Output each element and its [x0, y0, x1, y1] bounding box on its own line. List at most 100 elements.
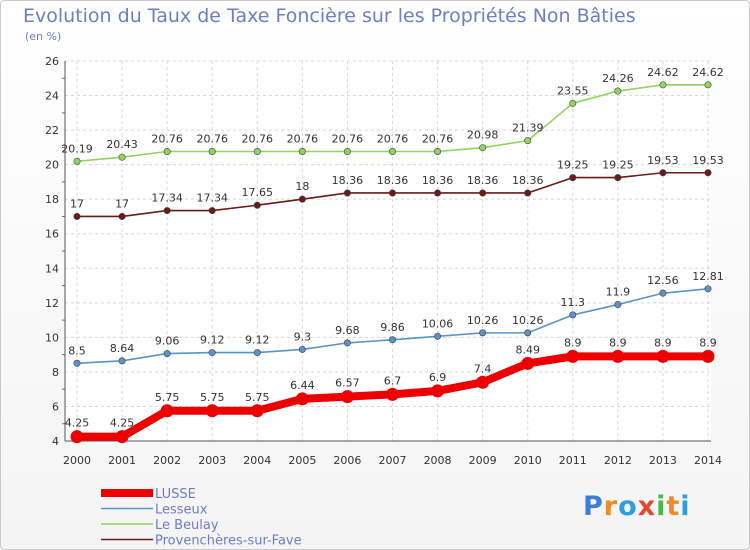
data-point — [701, 349, 715, 363]
x-tick-label: 2014 — [694, 454, 722, 467]
data-point — [295, 392, 309, 406]
y-tick-label: 16 — [45, 228, 59, 241]
data-point — [118, 212, 126, 220]
y-tick-label: 18 — [45, 193, 59, 206]
y-tick-label: 20 — [45, 159, 59, 172]
data-point — [479, 144, 487, 152]
data-label: 6.7 — [384, 374, 402, 387]
x-tick-label: 2007 — [379, 454, 407, 467]
x-tick-label: 2012 — [604, 454, 632, 467]
data-label: 24.62 — [692, 66, 724, 79]
data-point — [343, 148, 351, 156]
data-point — [163, 148, 171, 156]
data-point — [160, 404, 174, 418]
data-label: 19.53 — [647, 154, 679, 167]
x-tick-label: 2009 — [469, 454, 497, 467]
data-label: 10.26 — [467, 314, 499, 327]
data-label: 20.98 — [467, 129, 499, 142]
data-point — [569, 174, 577, 182]
data-label: 23.55 — [557, 84, 589, 97]
data-point — [704, 81, 712, 89]
data-label: 19.25 — [557, 159, 589, 172]
x-tick-label: 2001 — [108, 454, 136, 467]
data-label: 20.76 — [196, 133, 228, 146]
y-tick-label: 4 — [52, 435, 59, 448]
data-label: 12.81 — [692, 270, 724, 283]
data-label: 20.76 — [332, 133, 364, 146]
data-point — [205, 404, 219, 418]
data-label: 18.36 — [377, 174, 409, 187]
data-point — [298, 148, 306, 156]
plot-area — [65, 61, 711, 441]
data-point — [253, 201, 261, 209]
chart-title: Evolution du Taux de Taxe Foncière sur l… — [23, 5, 636, 27]
data-label: 9.06 — [155, 335, 180, 348]
data-point — [431, 384, 445, 398]
data-label: 20.76 — [377, 133, 409, 146]
data-label: 12.56 — [647, 274, 679, 287]
data-label: 17.34 — [151, 192, 183, 205]
data-point — [115, 430, 129, 444]
data-point — [118, 153, 126, 161]
legend-label: Provenchères-sur-Fave — [155, 534, 302, 549]
data-label: 8.5 — [68, 344, 86, 357]
data-label: 7.4 — [474, 362, 492, 375]
data-label: 18.36 — [332, 174, 364, 187]
data-label: 6.57 — [335, 377, 360, 390]
y-tick-label: 10 — [45, 331, 59, 344]
data-point — [479, 189, 487, 197]
data-label: 20.43 — [106, 138, 138, 151]
data-label: 9.68 — [335, 324, 360, 337]
x-tick-label: 2003 — [198, 454, 226, 467]
data-label: 18.36 — [422, 174, 454, 187]
data-label: 5.75 — [155, 391, 180, 404]
data-label: 8.49 — [515, 343, 540, 356]
y-tick-label: 26 — [45, 55, 59, 68]
data-label: 11.9 — [606, 286, 631, 299]
data-label: 20.76 — [422, 133, 454, 146]
data-label: 20.76 — [287, 133, 319, 146]
data-point — [569, 311, 577, 319]
data-point — [704, 285, 712, 293]
data-point — [343, 189, 351, 197]
data-point — [388, 336, 396, 344]
data-point — [524, 189, 532, 197]
data-point — [659, 169, 667, 177]
data-label: 4.25 — [65, 417, 90, 430]
data-label: 19.53 — [692, 154, 724, 167]
data-label: 6.9 — [429, 371, 447, 384]
x-tick-label: 2010 — [514, 454, 542, 467]
data-point — [659, 289, 667, 297]
data-point — [250, 404, 264, 418]
data-point — [253, 148, 261, 156]
logo-letter: i — [680, 491, 691, 522]
data-point — [73, 157, 81, 165]
legend-label: Le Beulay — [155, 518, 219, 533]
data-label: 10.06 — [422, 317, 454, 330]
data-label: 20.76 — [242, 133, 274, 146]
data-label: 8.9 — [609, 336, 627, 349]
data-label: 9.86 — [380, 321, 405, 334]
y-tick-label: 22 — [45, 124, 59, 137]
data-label: 9.3 — [294, 330, 312, 343]
data-label: 6.44 — [290, 379, 315, 392]
data-point — [434, 332, 442, 340]
y-tick-label: 14 — [45, 262, 59, 275]
data-label: 5.75 — [245, 391, 270, 404]
data-label: 8.9 — [654, 336, 672, 349]
y-tick-label: 8 — [52, 366, 59, 379]
data-point — [434, 189, 442, 197]
x-tick-label: 2005 — [288, 454, 316, 467]
data-point — [386, 387, 399, 401]
data-point — [704, 169, 712, 177]
logo-letter: i — [656, 491, 667, 522]
data-point — [524, 329, 532, 337]
data-label: 24.26 — [602, 72, 634, 85]
chart-subtitle: (en %) — [25, 30, 62, 43]
data-label: 17.65 — [242, 186, 274, 199]
data-label: 9.12 — [200, 334, 225, 347]
logo-letter: x — [637, 491, 657, 522]
data-label: 17 — [115, 197, 129, 210]
data-point — [614, 87, 622, 95]
y-tick-label: 12 — [45, 297, 59, 310]
